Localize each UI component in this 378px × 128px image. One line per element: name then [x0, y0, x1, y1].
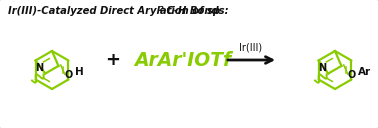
Text: H: H	[75, 67, 84, 77]
Text: N: N	[35, 63, 43, 73]
Text: O: O	[64, 70, 73, 80]
Text: ArAr'IOTf: ArAr'IOTf	[135, 51, 232, 70]
Text: O: O	[347, 70, 356, 80]
Text: Ir(III): Ir(III)	[239, 43, 263, 53]
Text: Ar: Ar	[358, 67, 371, 77]
Text: Ir(III)-Catalyzed Direct Arylation of sp: Ir(III)-Catalyzed Direct Arylation of sp	[8, 6, 220, 16]
Text: N: N	[318, 63, 326, 73]
Text: C-H Bonds:: C-H Bonds:	[163, 6, 229, 16]
Text: +: +	[105, 51, 121, 69]
Text: 2: 2	[159, 6, 164, 12]
